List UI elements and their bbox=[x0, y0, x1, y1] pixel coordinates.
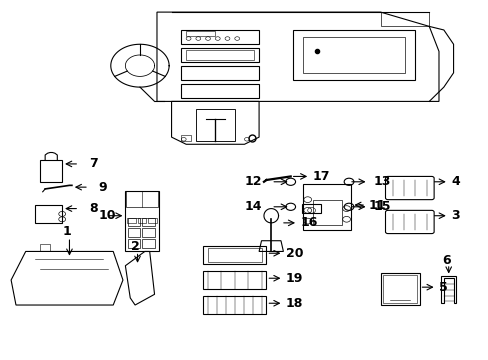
Bar bbox=[186, 31, 215, 36]
Text: 1: 1 bbox=[62, 225, 71, 238]
Bar bbox=[148, 217, 157, 223]
Text: 12: 12 bbox=[244, 175, 262, 188]
Text: 17: 17 bbox=[312, 170, 329, 183]
Bar bbox=[302, 37, 404, 73]
Bar bbox=[302, 184, 351, 230]
Bar bbox=[35, 205, 62, 223]
Text: 9: 9 bbox=[99, 181, 107, 194]
Text: 14: 14 bbox=[244, 200, 262, 213]
Text: 11: 11 bbox=[368, 198, 385, 212]
Bar bbox=[40, 160, 62, 182]
Text: 4: 4 bbox=[450, 175, 459, 188]
Bar bbox=[127, 239, 140, 248]
Text: 13: 13 bbox=[372, 175, 390, 188]
Bar bbox=[301, 204, 321, 213]
Text: 18: 18 bbox=[285, 297, 303, 310]
Bar bbox=[203, 246, 266, 264]
Text: 5: 5 bbox=[438, 281, 447, 294]
Text: 2: 2 bbox=[130, 240, 139, 253]
Bar bbox=[126, 191, 158, 207]
Bar bbox=[137, 217, 146, 223]
Bar bbox=[125, 191, 159, 251]
Bar bbox=[142, 217, 154, 226]
Text: 8: 8 bbox=[89, 202, 97, 215]
Bar bbox=[196, 109, 234, 141]
Bar bbox=[181, 48, 259, 62]
Bar bbox=[292, 30, 414, 80]
Text: 3: 3 bbox=[450, 209, 459, 222]
Bar bbox=[380, 12, 428, 26]
Bar bbox=[203, 271, 266, 289]
Bar bbox=[312, 200, 341, 225]
Bar bbox=[127, 217, 140, 226]
Bar bbox=[40, 244, 50, 251]
Bar bbox=[181, 135, 191, 141]
Bar bbox=[181, 30, 259, 44]
Bar bbox=[127, 228, 140, 237]
Bar bbox=[203, 296, 266, 314]
Bar bbox=[142, 228, 154, 237]
Bar bbox=[181, 66, 259, 80]
Text: 15: 15 bbox=[372, 200, 390, 213]
Text: 6: 6 bbox=[441, 254, 449, 267]
Bar bbox=[186, 50, 254, 60]
Text: 19: 19 bbox=[285, 272, 303, 285]
Bar bbox=[181, 84, 259, 98]
Bar bbox=[142, 239, 154, 248]
Text: 20: 20 bbox=[285, 247, 303, 260]
Text: 7: 7 bbox=[89, 157, 98, 170]
Text: 10: 10 bbox=[99, 209, 116, 222]
Bar bbox=[126, 217, 135, 223]
Bar bbox=[382, 275, 416, 303]
Bar bbox=[207, 248, 261, 262]
Text: 16: 16 bbox=[300, 216, 317, 229]
Bar bbox=[380, 273, 419, 305]
